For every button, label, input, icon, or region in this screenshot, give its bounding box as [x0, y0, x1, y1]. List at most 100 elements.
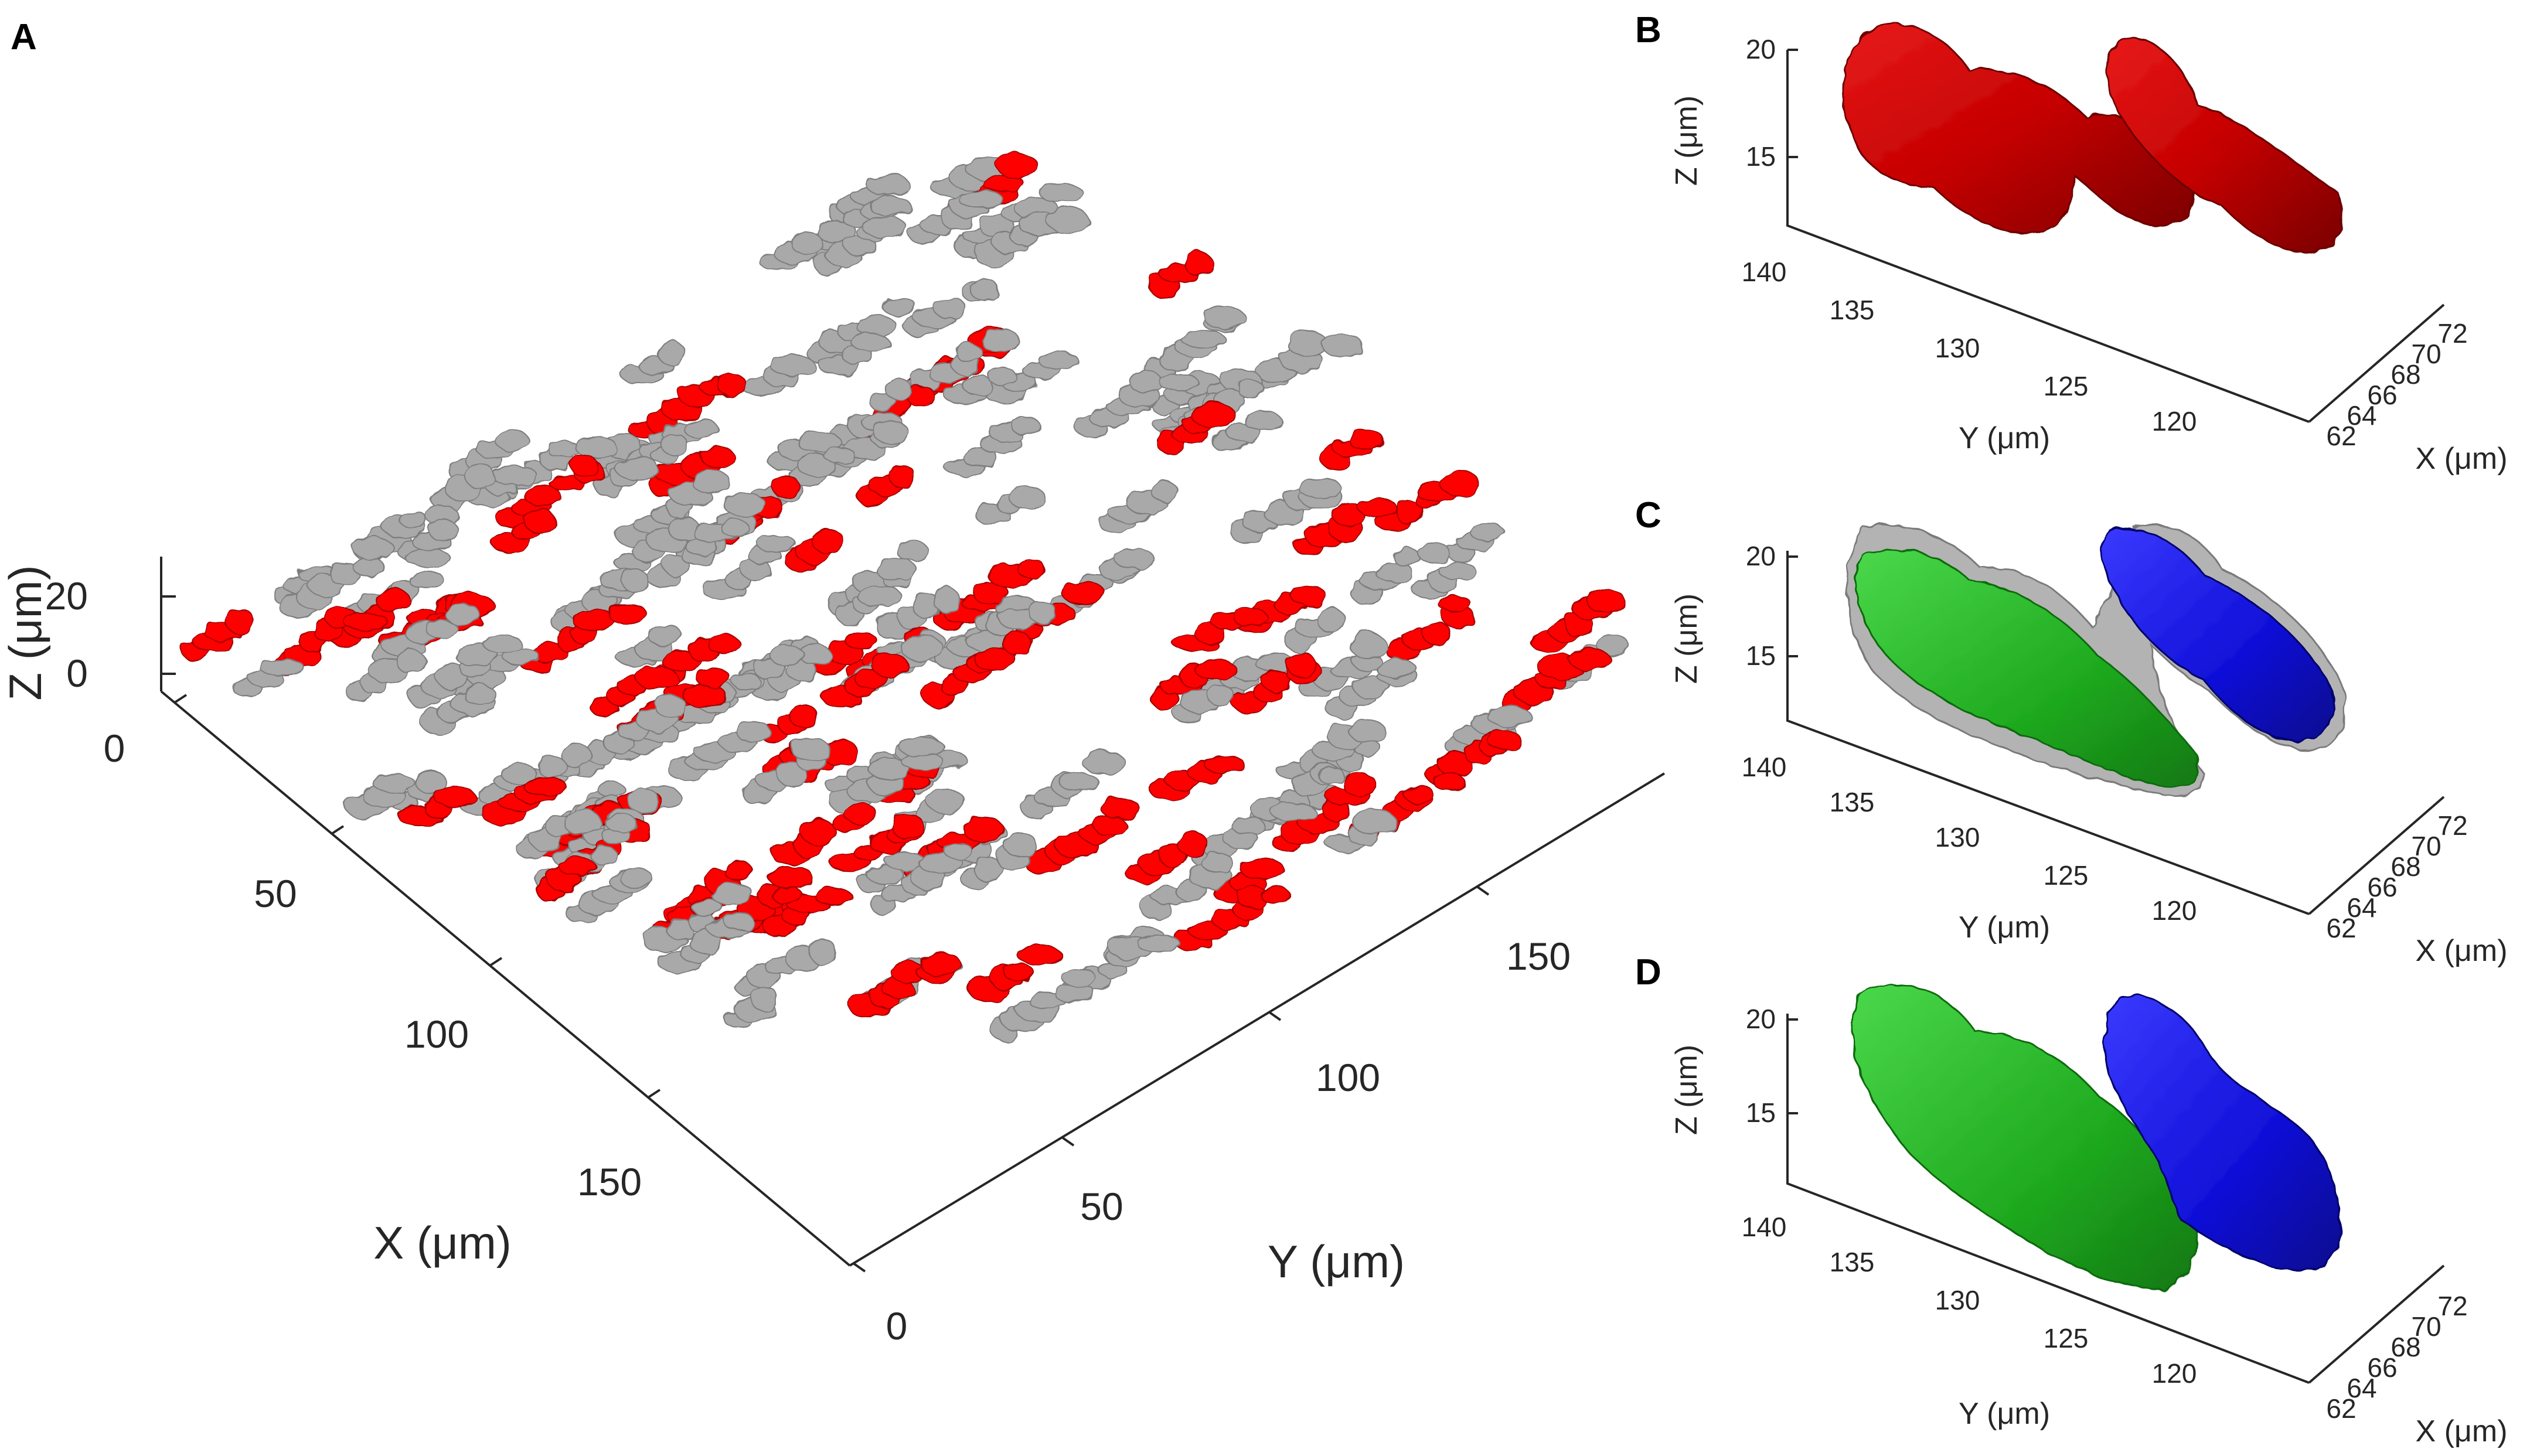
- cell: [645, 517, 749, 588]
- x-tick-label: 50: [254, 872, 297, 915]
- cell-blob: [352, 536, 394, 560]
- cell-blob: [375, 588, 411, 613]
- y-tick-label: 135: [1830, 1247, 1875, 1277]
- cell-blob: [523, 777, 568, 797]
- cell-blob: [224, 607, 254, 635]
- y-tick-label: 120: [2152, 406, 2197, 437]
- cell-blob: [1003, 962, 1034, 981]
- cell-blob: [809, 938, 837, 966]
- cell-blob: [405, 548, 451, 568]
- cell-blob: [396, 649, 426, 674]
- cell-blob: [771, 885, 802, 904]
- cell-blob: [399, 510, 427, 530]
- z-tick-label: 20: [1746, 541, 1776, 571]
- cell-blob: [1438, 594, 1471, 613]
- cell-blob: [1375, 561, 1414, 584]
- panel-c: C 20 15 Z (μm) 140 135 130 125 120 Y (μm…: [1635, 495, 2508, 968]
- y-axis-label: Y (μm): [1959, 911, 2050, 944]
- cell: [1211, 411, 1282, 452]
- cell-blob: [428, 519, 458, 543]
- cell-blob: [700, 445, 734, 468]
- x-axis-label: X (μm): [2415, 442, 2507, 476]
- y-tick-label: 135: [1830, 787, 1875, 817]
- x-tick-mark: [173, 694, 188, 704]
- cell-blob: [1240, 858, 1285, 879]
- cell-blob: [796, 454, 836, 477]
- cell-blob: [626, 789, 660, 813]
- y-tick-mark: [1061, 1136, 1075, 1147]
- cell-blob: [796, 431, 842, 452]
- x-tick-mark: [331, 825, 345, 835]
- panel-d: D 20 15 Z (μm) 140 135 130 125 120 Y (μm…: [1635, 952, 2508, 1448]
- cell-blob: [932, 587, 960, 613]
- cell-blob: [445, 603, 481, 626]
- axes-c: 20 15 Z (μm) 140 135 130 125 120 Y (μm) …: [1670, 541, 2508, 968]
- green-segment: [1854, 548, 2200, 788]
- cell-blob: [1028, 601, 1057, 624]
- cell-blob: [1270, 802, 1316, 822]
- cell-blob: [1438, 562, 1477, 580]
- cell-blob: [1351, 809, 1397, 835]
- x-axis-line: [2308, 1264, 2445, 1384]
- panel-b: B 20 15 Z (μm) 140 135 130 125 120 Y (μm…: [1635, 10, 2508, 476]
- cell: [724, 987, 780, 1029]
- cell-blob: [791, 737, 830, 762]
- highlighted-cell: [1024, 797, 1140, 875]
- green-segment: [1851, 983, 2198, 1290]
- z-tick-label: 20: [45, 574, 88, 618]
- cell-blob: [482, 634, 522, 654]
- cell-surface-separated: [1851, 983, 2341, 1290]
- cell-blob: [987, 366, 1017, 386]
- cell: [818, 333, 890, 376]
- highlighted-cell: [590, 666, 678, 718]
- highlighted-cell: [1157, 401, 1235, 456]
- y-tick-label: 0: [886, 1304, 908, 1348]
- cell: [278, 536, 394, 619]
- z-tick-label: 15: [1746, 141, 1776, 172]
- cell: [1276, 719, 1386, 781]
- cell-blob: [969, 278, 1000, 301]
- cell-blob: [750, 987, 780, 1012]
- cell-blob: [1129, 370, 1163, 394]
- cell-blob: [896, 540, 929, 562]
- cell-blob: [608, 603, 648, 625]
- y-tick-label: 135: [1830, 295, 1875, 325]
- cell: [767, 431, 842, 471]
- highlighted-cell: [829, 813, 925, 872]
- highlighted-cell: [822, 652, 908, 708]
- cell-blob: [757, 534, 796, 553]
- cell-blob: [615, 456, 659, 481]
- cell-blob: [898, 736, 945, 758]
- cell: [734, 938, 837, 997]
- z-axis-label: Z (μm): [1670, 1045, 1704, 1135]
- cell-blob: [1417, 543, 1452, 563]
- cell-blob: [1286, 652, 1317, 678]
- cell-blob: [636, 666, 678, 690]
- cell: [614, 517, 702, 572]
- y-tick-label: 125: [2044, 1323, 2089, 1353]
- cell: [814, 216, 907, 277]
- cell-blob: [425, 619, 458, 639]
- cell: [701, 534, 796, 600]
- cell-blob: [857, 585, 903, 608]
- cell: [346, 649, 426, 703]
- x-tick-mark: [489, 957, 503, 967]
- x-tick-label: 100: [404, 1012, 469, 1056]
- y-tick-label: 50: [1080, 1185, 1123, 1228]
- x-tick-label: 62: [2326, 913, 2356, 943]
- cell: [1097, 481, 1179, 532]
- cell-blob: [866, 173, 910, 196]
- cell-blob: [1046, 207, 1089, 234]
- cell-blob: [769, 646, 806, 666]
- cell-blob: [1596, 633, 1629, 656]
- cell-blob: [1184, 251, 1213, 277]
- cell-blob: [962, 374, 993, 397]
- cell: [1139, 853, 1234, 920]
- cell-blob: [851, 333, 890, 352]
- x-tick-label: 68: [2391, 1332, 2420, 1362]
- panel-letter-a: A: [11, 17, 37, 57]
- cell: [345, 773, 416, 820]
- x-axis-label: X (μm): [2415, 934, 2507, 968]
- cell-blob: [258, 657, 304, 677]
- cell-blob: [372, 773, 416, 793]
